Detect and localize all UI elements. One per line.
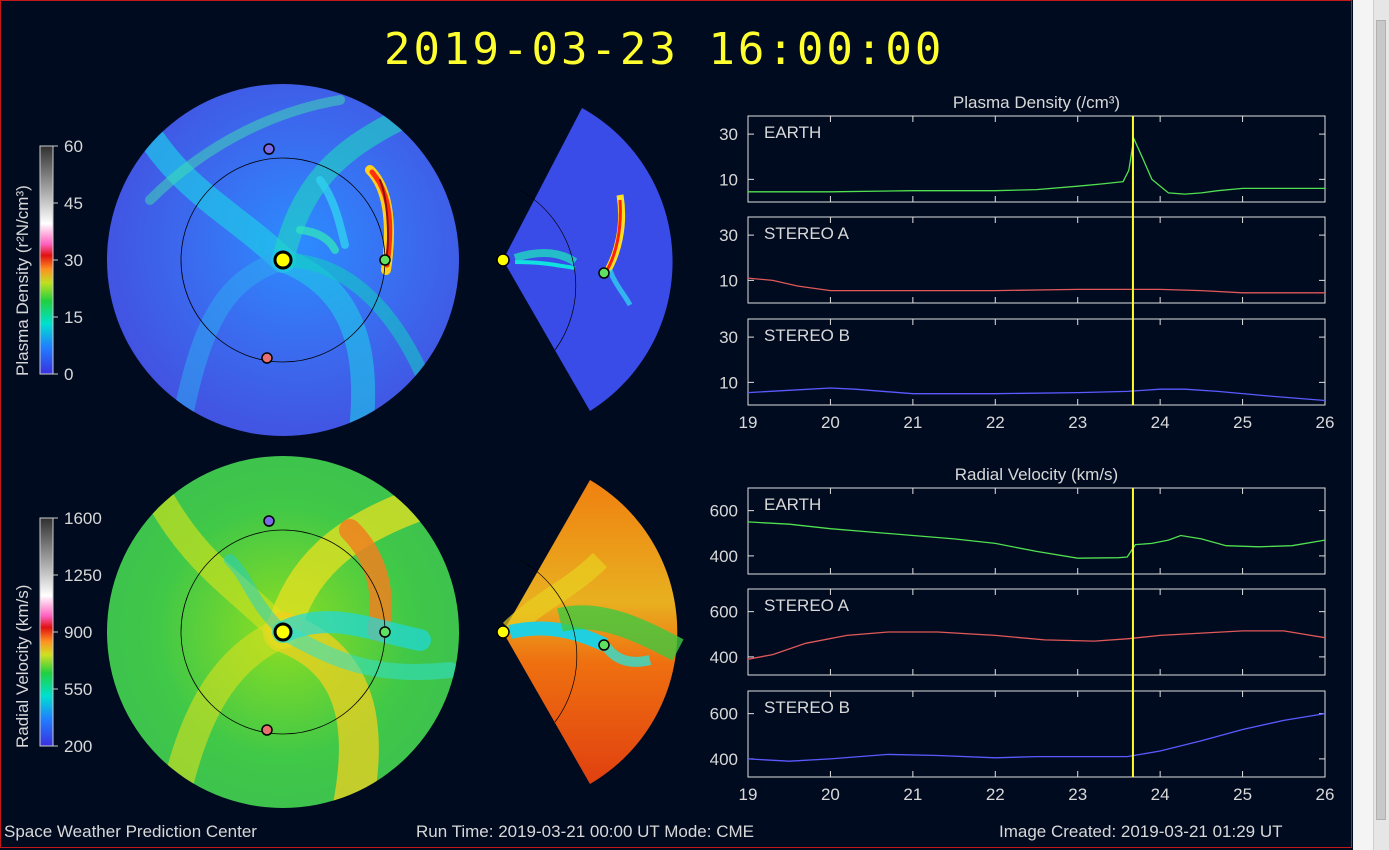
density-colorbar-label: Plasma Density (r²N/cm³) bbox=[13, 185, 32, 376]
x-tick-label: 24 bbox=[1151, 785, 1170, 804]
x-tick-label: 19 bbox=[739, 413, 758, 432]
chart-panel-frame bbox=[747, 487, 1326, 575]
chart-title: Plasma Density (/cm³) bbox=[953, 93, 1120, 112]
series-line-stereo-b bbox=[747, 387, 1326, 402]
colorbar-tick-label: 0 bbox=[64, 365, 73, 384]
series-line-stereo-b bbox=[747, 712, 1326, 762]
velocity-colorbar-label: Radial Velocity (km/s) bbox=[13, 585, 32, 748]
radial-velocity-chart: Radial Velocity (km/s) 600 400 EARTH 600 400 S… bbox=[710, 465, 1335, 804]
panel-label: STEREO B bbox=[764, 326, 850, 345]
footer-credit: Space Weather Prediction Center bbox=[4, 822, 257, 841]
density-colorbar: 60 45 30 15 0 Plasma Density (r²N/cm³) bbox=[13, 137, 83, 384]
y-tick-label: 10 bbox=[719, 373, 738, 392]
chart-panel-frame bbox=[747, 588, 1326, 676]
x-tick-label: 26 bbox=[1316, 413, 1335, 432]
panel-label: STEREO B bbox=[764, 698, 850, 717]
plasma-density-chart: Plasma Density (/cm³) 30 10 EARTH 30 10 STEREO… bbox=[719, 93, 1334, 432]
sun-marker-density bbox=[273, 250, 293, 270]
colorbar-tick-label: 45 bbox=[64, 194, 83, 213]
panel-label: EARTH bbox=[764, 123, 821, 142]
footer-image-created: Image Created: 2019-03-21 01:29 UT bbox=[999, 822, 1283, 841]
chart-title: Radial Velocity (km/s) bbox=[955, 465, 1118, 484]
x-tick-label: 20 bbox=[821, 413, 840, 432]
earth-marker-velocity-wedge bbox=[598, 639, 610, 651]
velocity-meridional-wedge bbox=[502, 480, 684, 784]
colorbar-tick-label: 15 bbox=[64, 308, 83, 327]
x-tick-label: 22 bbox=[986, 413, 1005, 432]
colorbar-tick-label: 60 bbox=[64, 137, 83, 156]
y-tick-label: 10 bbox=[719, 170, 738, 189]
stereo-b-marker-velocity bbox=[263, 515, 275, 527]
sun-marker-density-wedge bbox=[496, 253, 510, 267]
y-tick-label: 600 bbox=[710, 502, 738, 521]
y-tick-label: 10 bbox=[719, 271, 738, 290]
colorbar-tick-label: 1250 bbox=[64, 566, 102, 585]
x-tick-label: 24 bbox=[1151, 413, 1170, 432]
x-tick-label: 21 bbox=[903, 413, 922, 432]
stereo-b-marker-density bbox=[263, 143, 275, 155]
y-tick-label: 400 bbox=[710, 547, 738, 566]
x-tick-label: 23 bbox=[1068, 413, 1087, 432]
x-tick-label: 21 bbox=[903, 785, 922, 804]
chart-panel-frame bbox=[747, 115, 1326, 203]
series-line-earth bbox=[748, 136, 1325, 195]
density-meridional-wedge bbox=[503, 108, 673, 411]
y-tick-label: 30 bbox=[719, 328, 738, 347]
chart-panel-frame bbox=[747, 318, 1326, 406]
x-tick-label: 23 bbox=[1068, 785, 1087, 804]
stereo-a-marker-velocity bbox=[261, 724, 273, 736]
colorbar-tick-label: 1600 bbox=[64, 509, 102, 528]
y-tick-label: 600 bbox=[710, 705, 738, 724]
sun-marker-velocity bbox=[273, 622, 293, 642]
x-tick-label: 25 bbox=[1233, 785, 1252, 804]
panel-label: STEREO A bbox=[764, 224, 850, 243]
series-line-stereo-a bbox=[747, 277, 1325, 294]
earth-marker-density-wedge bbox=[598, 267, 610, 279]
colorbar-tick-label: 30 bbox=[64, 251, 83, 270]
earth-marker-density bbox=[379, 254, 391, 266]
x-tick-label: 26 bbox=[1316, 785, 1335, 804]
panel-label: EARTH bbox=[764, 495, 821, 514]
x-tick-label: 20 bbox=[821, 785, 840, 804]
y-tick-label: 400 bbox=[710, 750, 738, 769]
x-tick-label: 25 bbox=[1233, 413, 1252, 432]
series-line-earth bbox=[747, 521, 1326, 559]
panel-label: STEREO A bbox=[764, 596, 850, 615]
y-tick-label: 30 bbox=[719, 226, 738, 245]
series-line-stereo-a bbox=[747, 630, 1326, 660]
colorbar-tick-label: 200 bbox=[64, 737, 92, 756]
stereo-a-marker-density bbox=[261, 352, 273, 364]
chart-panel-frame bbox=[747, 690, 1326, 778]
sun-marker-velocity-wedge bbox=[496, 625, 510, 639]
velocity-colorbar: 1600 1250 900 550 200 Radial Velocity (km/s) bbox=[13, 509, 102, 756]
x-tick-label: 19 bbox=[739, 785, 758, 804]
x-tick-label: 22 bbox=[986, 785, 1005, 804]
chart-panel-frame bbox=[747, 216, 1326, 304]
colorbar-tick-label: 900 bbox=[64, 623, 92, 642]
timestamp: 2019-03-23 16:00:00 bbox=[384, 24, 945, 75]
scrollbar-thumb[interactable] bbox=[1376, 20, 1386, 820]
earth-marker-velocity bbox=[379, 626, 391, 638]
colorbar-tick-label: 550 bbox=[64, 680, 92, 699]
y-tick-label: 30 bbox=[719, 125, 738, 144]
y-tick-label: 600 bbox=[710, 603, 738, 622]
footer-run-info: Run Time: 2019-03-21 00:00 UT Mode: CME bbox=[416, 822, 754, 841]
y-tick-label: 400 bbox=[710, 648, 738, 667]
